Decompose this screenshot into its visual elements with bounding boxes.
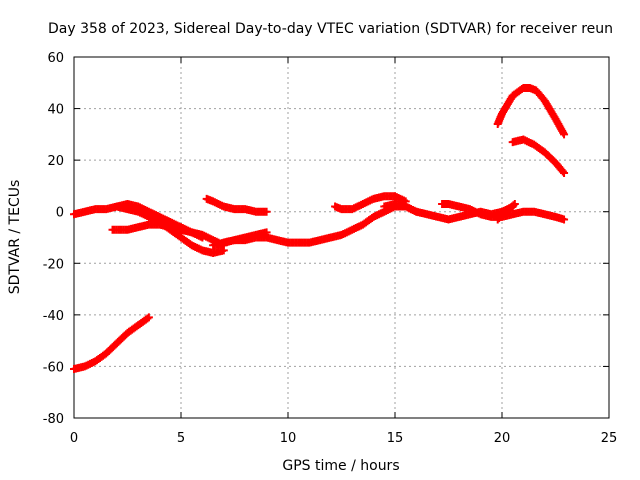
series-arc-4 xyxy=(112,199,207,242)
y-tick-label: 0 xyxy=(56,206,64,221)
x-tick-label: 25 xyxy=(601,431,618,446)
chart-title: Day 358 of 2023, Sidereal Day-to-day VTE… xyxy=(48,21,613,37)
y-tick-label: 40 xyxy=(47,103,64,118)
series-arc-2 xyxy=(70,313,153,374)
series-arc-11 xyxy=(493,83,569,139)
y-tick-labels: -80 -60 -40 -20 0 20 40 60 xyxy=(43,51,64,427)
x-axis-label: GPS time / hours xyxy=(282,458,399,474)
data-point xyxy=(560,130,569,139)
x-tick-label: 5 xyxy=(177,431,185,446)
y-tick-label: -40 xyxy=(43,309,64,324)
y-tick-label: -20 xyxy=(43,257,64,272)
x-tick-label: 15 xyxy=(387,431,404,446)
x-tick-label: 10 xyxy=(280,431,297,446)
plot-frame xyxy=(73,56,610,419)
data-point xyxy=(198,233,207,242)
y-tick-label: 60 xyxy=(47,51,64,66)
y-tick-label: 20 xyxy=(47,154,64,169)
series-arc-8 xyxy=(331,192,410,214)
y-axis-label: SDTVAR / TECUs xyxy=(7,180,23,295)
data-point xyxy=(144,313,153,322)
data-point xyxy=(143,314,152,323)
series-arc-13 xyxy=(493,199,519,224)
x-tick-label: 0 xyxy=(70,431,78,446)
axis-ticks xyxy=(73,56,610,419)
data-point xyxy=(560,169,569,178)
y-tick-label: -80 xyxy=(43,412,64,427)
y-tick-label: -60 xyxy=(43,360,64,375)
series-arc-5 xyxy=(202,194,271,216)
data-point xyxy=(558,167,567,176)
series-arc-7 xyxy=(219,228,271,247)
x-tick-label: 20 xyxy=(494,431,511,446)
data-point xyxy=(262,228,271,237)
data-point xyxy=(560,215,569,224)
data-point xyxy=(509,201,518,210)
data-point xyxy=(262,207,271,216)
x-tick-labels: 0 5 10 15 20 25 xyxy=(70,431,617,446)
data-point xyxy=(510,199,519,208)
series-arc-12 xyxy=(508,135,569,178)
data-series xyxy=(70,83,569,374)
